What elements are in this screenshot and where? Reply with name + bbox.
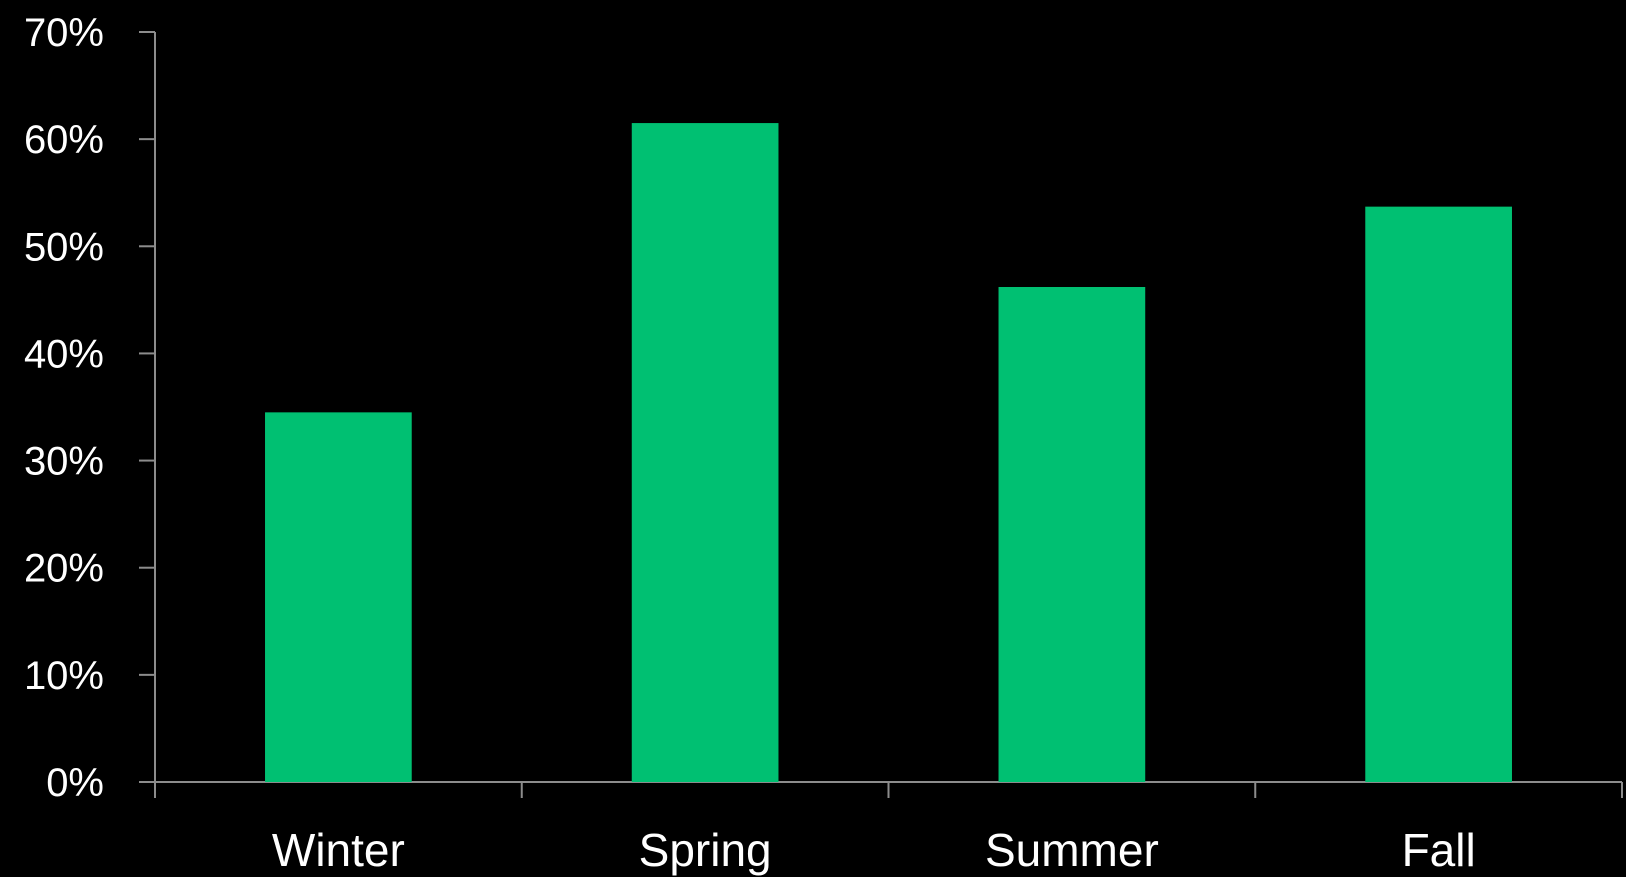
y-tick-label: 70% <box>24 11 104 55</box>
y-axis: 0% 10% 20% 30% 40% 50% 60% 70% <box>24 11 156 805</box>
bar-summer <box>998 287 1146 782</box>
y-tick-label: 20% <box>24 547 104 591</box>
y-tick-label: 10% <box>24 654 104 698</box>
bar-winter <box>265 412 412 782</box>
bar-fall <box>1365 206 1512 783</box>
bars <box>265 123 1512 783</box>
bar-spring <box>631 123 779 783</box>
x-category-label: Fall <box>1402 824 1476 876</box>
y-tick-label: 30% <box>24 440 104 484</box>
y-tick-label: 60% <box>24 118 104 162</box>
x-category-label: Spring <box>639 824 772 876</box>
x-category-label: Summer <box>985 824 1159 876</box>
x-axis: Winter Spring Summer Fall <box>154 781 1623 876</box>
x-category-label: Winter <box>272 824 405 876</box>
y-tick-label: 40% <box>24 332 104 376</box>
y-tick-label: 50% <box>24 225 104 269</box>
y-tick-label: 0% <box>46 761 104 805</box>
